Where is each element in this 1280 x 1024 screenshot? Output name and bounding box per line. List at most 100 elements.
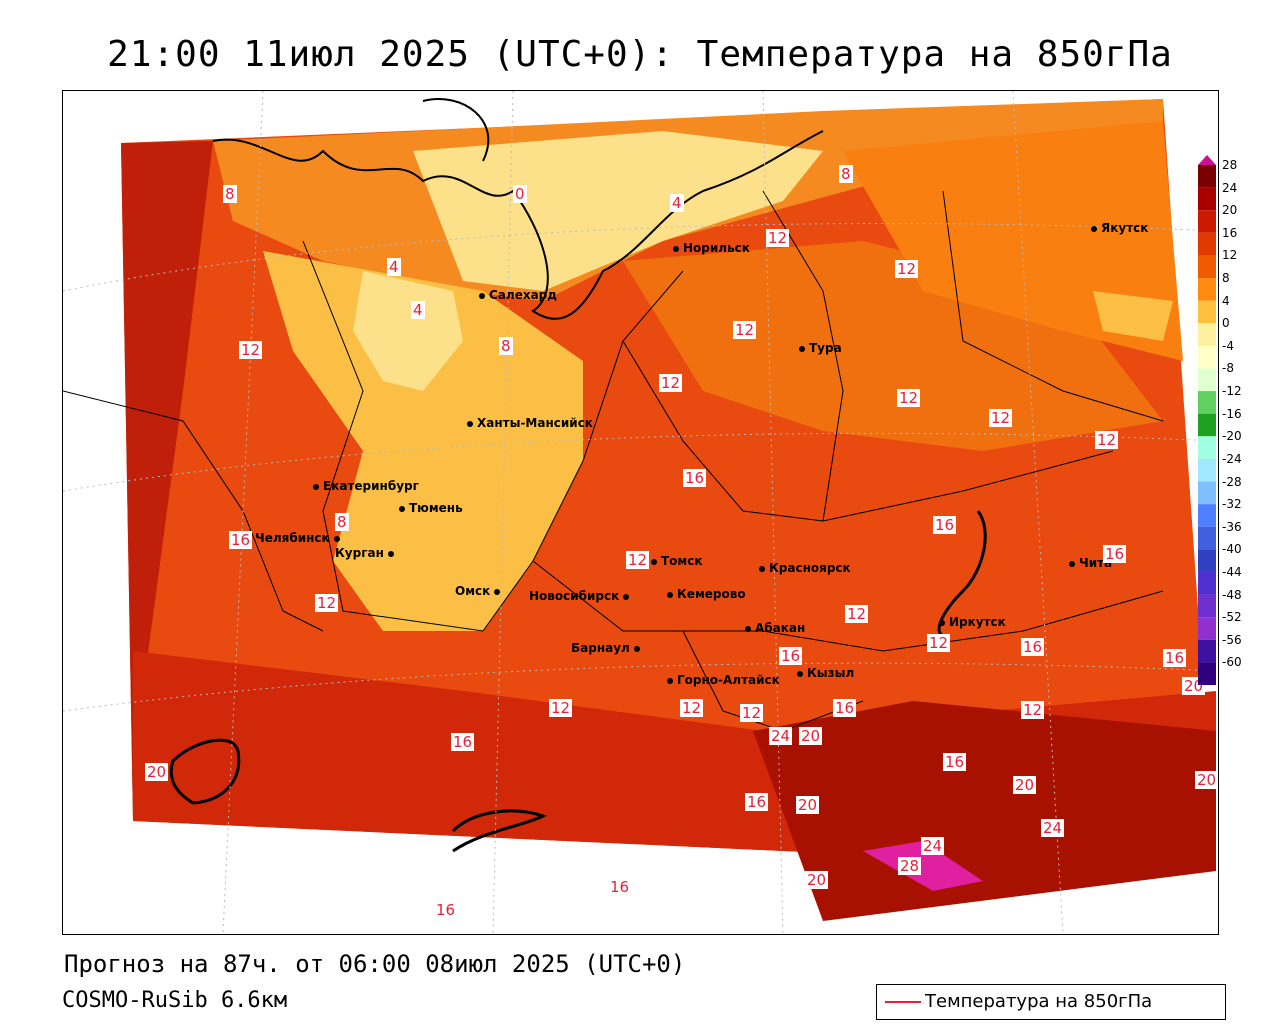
forecast-info: Прогноз на 87ч. от 06:00 08июл 2025 (UTC… bbox=[64, 950, 686, 978]
city-salekhard: Салехард bbox=[479, 288, 557, 302]
colorbar-swatch bbox=[1198, 278, 1216, 301]
colorbar-label: 28 bbox=[1222, 158, 1238, 172]
colorbar-swatch bbox=[1198, 165, 1216, 188]
colorbar-swatch bbox=[1198, 571, 1216, 595]
isotherm-label: 12 bbox=[897, 389, 921, 407]
city-kurgan: Курган bbox=[335, 546, 398, 560]
colorbar-swatch bbox=[1198, 368, 1216, 392]
colorbar-swatch bbox=[1198, 345, 1216, 369]
isotherm-label: 12 bbox=[845, 605, 869, 623]
isotherm-label: 12 bbox=[315, 594, 339, 612]
isotherm-label: 4 bbox=[411, 301, 425, 319]
colorbar-label: -28 bbox=[1222, 474, 1242, 489]
isotherm-label: 12 bbox=[239, 341, 263, 359]
isotherm-label: 8 bbox=[839, 165, 853, 183]
city-novosibirsk: Новосибирск bbox=[529, 589, 633, 603]
colorbar-label: -16 bbox=[1222, 406, 1242, 421]
isotherm-label: 12 bbox=[989, 409, 1013, 427]
isotherm-label: 20 bbox=[1013, 776, 1037, 794]
temperature-map: Норильск Якутск Салехард Тура Ханты-Манс… bbox=[62, 90, 1219, 935]
temperature-field bbox=[63, 91, 1218, 934]
colorbar-label: -52 bbox=[1222, 610, 1242, 625]
isotherm-label: 12 bbox=[766, 229, 790, 247]
city-yakutsk: Якутск bbox=[1091, 221, 1148, 235]
isotherm-label: 16 bbox=[745, 793, 769, 811]
colorbar-swatch bbox=[1198, 594, 1216, 618]
colorbar-swatch bbox=[1198, 549, 1216, 572]
model-name: COSMO-RuSib 6.6км bbox=[62, 988, 288, 1013]
isotherm-label: 0 bbox=[513, 185, 527, 203]
colorbar-label: -4 bbox=[1222, 338, 1234, 353]
city-barnaul: Барнаул bbox=[571, 641, 644, 655]
city-abakan: Абакан bbox=[745, 621, 805, 635]
isotherm-label: 16 bbox=[833, 699, 857, 717]
colorbar-swatch bbox=[1198, 617, 1216, 640]
isotherm-label: 20 bbox=[799, 727, 823, 745]
map-title: 21:00 11июл 2025 (UTC+0): Температура на… bbox=[107, 34, 1173, 75]
isotherm-label: 4 bbox=[387, 258, 401, 276]
isotherm-label: 24 bbox=[921, 837, 945, 855]
isotherm-label: 12 bbox=[733, 321, 757, 339]
legend-key-label: Температура на 850гПа bbox=[925, 991, 1153, 1012]
isotherm-label: 12 bbox=[626, 551, 650, 569]
colorbar-swatch bbox=[1198, 300, 1216, 324]
colorbar-swatch bbox=[1198, 526, 1216, 550]
colorbar-label: -44 bbox=[1222, 564, 1242, 579]
city-gorno-altaysk: Горно-Алтайск bbox=[667, 673, 780, 687]
colorbar-label: 0 bbox=[1222, 316, 1230, 331]
city-omsk: Омск bbox=[455, 584, 504, 598]
isotherm-label: 16 bbox=[608, 878, 632, 896]
isotherm-label: 16 bbox=[434, 901, 458, 919]
city-chelyabinsk: Челябинск bbox=[255, 531, 344, 545]
isotherm-label: 20 bbox=[796, 796, 820, 814]
colorbar-label: -12 bbox=[1222, 384, 1242, 399]
isotherm-label: 16 bbox=[1163, 649, 1187, 667]
colorbar-swatch bbox=[1198, 662, 1216, 685]
isotherm-label: 16 bbox=[933, 516, 957, 534]
isotherm-label: 16 bbox=[451, 733, 475, 751]
city-norilsk: Норильск bbox=[673, 241, 750, 255]
city-kyzyl: Кызыл bbox=[797, 666, 854, 680]
colorbar-label: -60 bbox=[1222, 655, 1242, 670]
city-krasnoyarsk: Красноярск bbox=[759, 561, 851, 575]
colorbar-swatch bbox=[1198, 232, 1216, 256]
isotherm-label: 12 bbox=[1095, 431, 1119, 449]
isotherm-label: 12 bbox=[1021, 701, 1045, 719]
isotherm-label: 28 bbox=[898, 857, 922, 875]
colorbar-swatch bbox=[1198, 458, 1216, 482]
colorbar-swatch bbox=[1198, 639, 1216, 663]
isotherm-label: 16 bbox=[943, 753, 967, 771]
isotherm-label: 12 bbox=[680, 699, 704, 717]
isotherm-label: 12 bbox=[549, 699, 573, 717]
isotherm-line-icon bbox=[885, 1001, 921, 1003]
city-ekaterinburg: Екатеринбург bbox=[313, 479, 419, 493]
isotherm-label: 12 bbox=[927, 634, 951, 652]
colorbar-label: -32 bbox=[1222, 497, 1242, 512]
isotherm-label: 20 bbox=[1195, 771, 1218, 789]
isotherm-label: 4 bbox=[670, 194, 684, 212]
colorbar-swatch bbox=[1198, 436, 1216, 459]
isotherm-label: 12 bbox=[659, 374, 683, 392]
colorbar-swatch bbox=[1198, 504, 1216, 527]
colorbar-swatch bbox=[1198, 210, 1216, 233]
isotherm-label: 16 bbox=[229, 531, 253, 549]
colorbar-swatch bbox=[1198, 481, 1216, 505]
colorbar-top-arrow bbox=[1198, 155, 1216, 165]
city-kemerovo: Кемерово bbox=[667, 587, 746, 601]
isotherm-label: 12 bbox=[895, 260, 919, 278]
isotherm-label: 8 bbox=[223, 185, 237, 203]
city-tyumen: Тюмень bbox=[399, 501, 463, 515]
isotherm-label: 8 bbox=[499, 337, 513, 355]
colorbar-swatch bbox=[1198, 413, 1216, 437]
legend-key: Температура на 850гПа bbox=[876, 984, 1226, 1020]
colorbar-label: -36 bbox=[1222, 519, 1242, 534]
colorbar-swatch bbox=[1198, 323, 1216, 346]
colorbar-swatch bbox=[1198, 391, 1216, 414]
colorbar-label: 4 bbox=[1222, 293, 1230, 308]
city-khanty-mansiysk: Ханты-Мансийск bbox=[467, 416, 593, 430]
isotherm-label: 24 bbox=[769, 727, 793, 745]
isotherm-label: 16 bbox=[1103, 545, 1127, 563]
colorbar-label: -56 bbox=[1222, 632, 1242, 647]
colorbar-swatch bbox=[1198, 255, 1216, 279]
isotherm-label: 16 bbox=[1021, 638, 1045, 656]
